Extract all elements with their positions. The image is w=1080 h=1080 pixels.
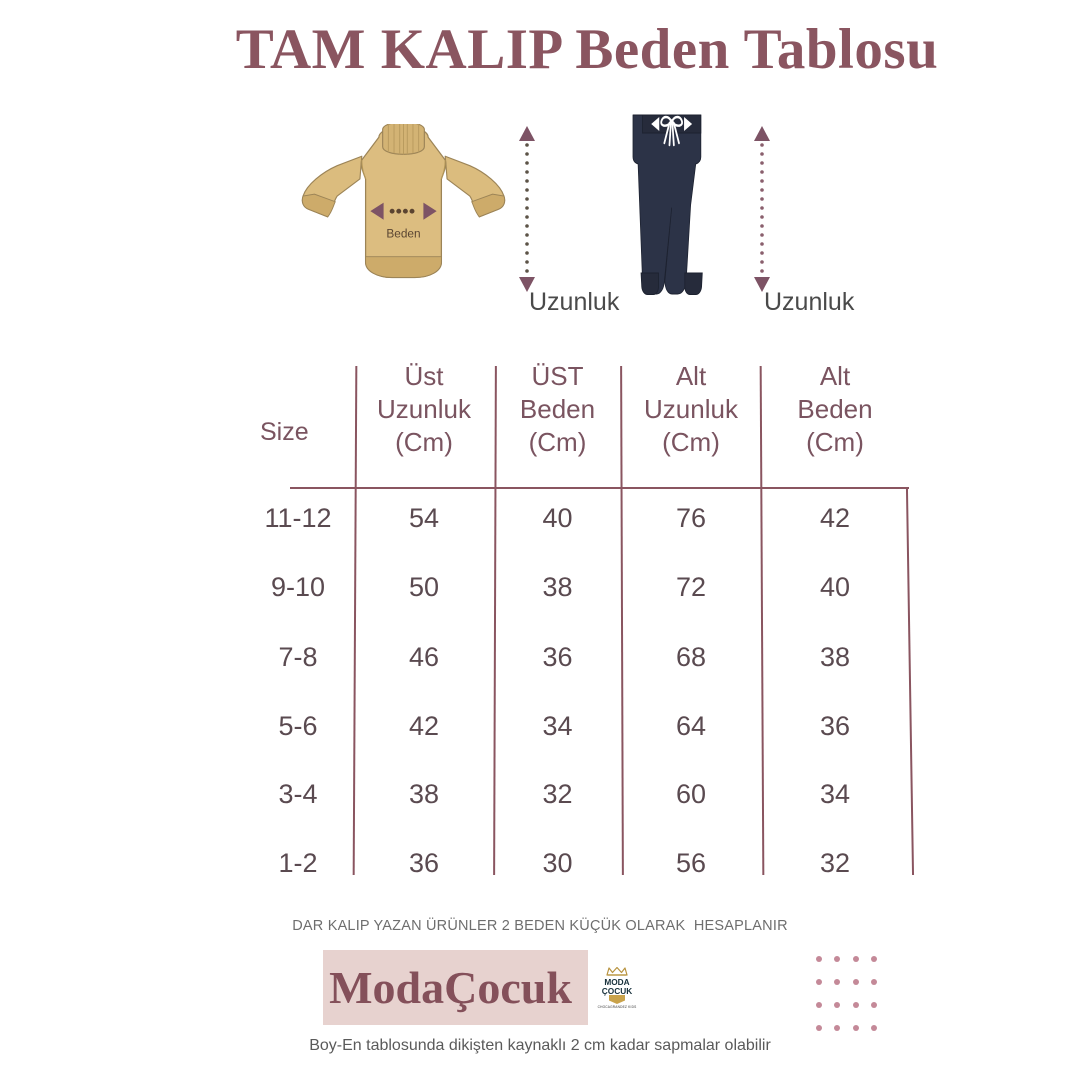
svg-text:Beden: Beden (386, 227, 420, 241)
